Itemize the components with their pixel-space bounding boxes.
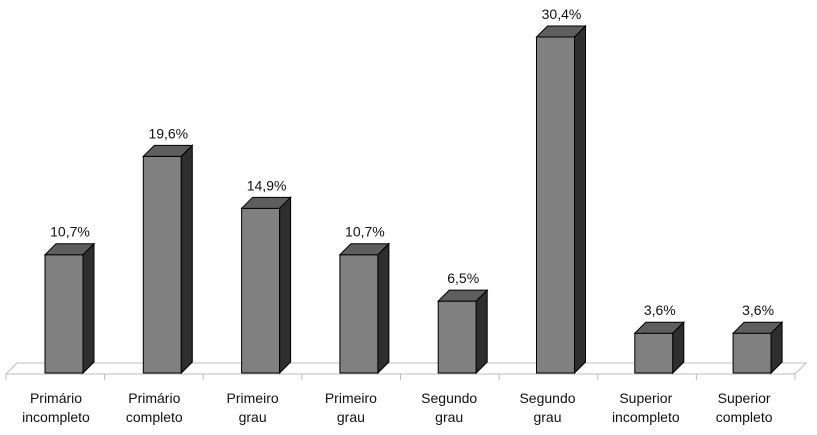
data-label: 30,4% <box>542 6 582 22</box>
bar-side <box>672 321 685 375</box>
bar-side <box>770 321 783 375</box>
category-tick-label: grau <box>435 409 463 425</box>
bar-side <box>82 242 95 375</box>
bar-front <box>536 36 575 374</box>
category-tick-label: grau <box>533 409 561 425</box>
bar <box>338 242 391 375</box>
data-label: 14,9% <box>247 177 287 193</box>
chart-floor <box>4 362 808 380</box>
bar <box>240 196 292 375</box>
bar-side <box>279 196 292 375</box>
bar-front <box>634 332 674 374</box>
data-label: 3,6% <box>742 302 774 318</box>
bar <box>142 144 194 375</box>
bar-front <box>142 155 182 374</box>
bar-series <box>43 24 784 375</box>
category-labels: Primário incompleto Primário completo Primei… <box>22 390 773 425</box>
data-label: 6,5% <box>447 270 479 286</box>
category-tick-label: Segundo <box>421 390 477 406</box>
bar <box>731 321 784 375</box>
category-tick-label: Primário <box>128 390 180 406</box>
category-tick-label: grau <box>337 409 365 425</box>
bar-side <box>377 242 390 375</box>
data-label: 19,6% <box>148 125 188 141</box>
bar <box>535 24 587 375</box>
category-tick-label: completo <box>716 409 773 425</box>
category-tick-label: grau <box>239 409 267 425</box>
category-tick-label: Superior <box>718 390 771 406</box>
bar <box>436 288 489 375</box>
bar <box>633 321 686 375</box>
floor-plane <box>4 362 808 375</box>
bar-front <box>339 254 379 374</box>
category-tick-label: Superior <box>619 390 672 406</box>
bar-side <box>475 288 488 375</box>
category-tick-label: incompleto <box>612 409 680 425</box>
bar-side <box>180 144 193 375</box>
category-tick-label: Segundo <box>519 390 575 406</box>
category-tick-label: incompleto <box>22 409 90 425</box>
bar-front <box>437 300 477 374</box>
value-labels: 10,7% 19,6% 14,9% 10,7% 6,5% 30,4% 3,6% 3,6% <box>50 6 774 318</box>
data-label: 3,6% <box>644 302 676 318</box>
data-label: 10,7% <box>50 224 90 240</box>
bar-side <box>574 24 586 375</box>
category-tick-label: Primeiro <box>325 390 377 406</box>
bar <box>43 242 96 375</box>
data-label: 10,7% <box>345 224 385 240</box>
category-tick-label: Primário <box>30 390 82 406</box>
category-tick-label: completo <box>126 409 183 425</box>
category-tick-label: Primeiro <box>227 390 279 406</box>
bar-front <box>44 254 84 374</box>
bar-front <box>241 207 281 374</box>
bar-front <box>732 332 772 374</box>
